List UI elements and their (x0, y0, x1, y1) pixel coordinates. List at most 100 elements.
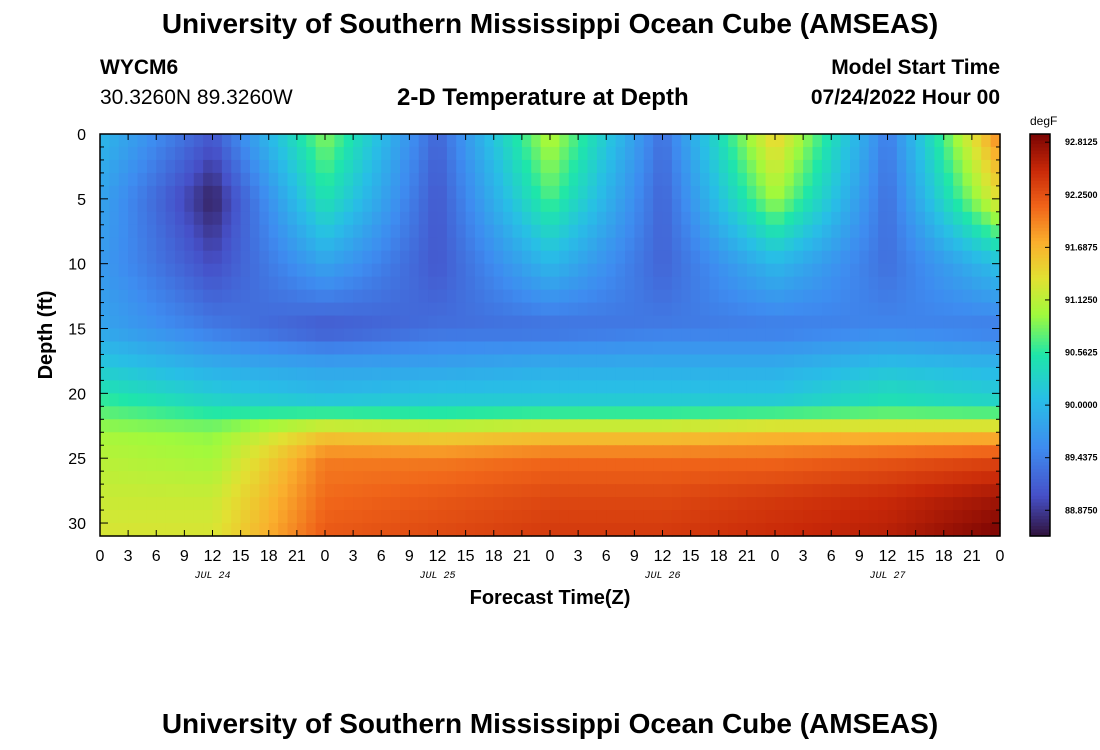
heatmap-cell (934, 393, 945, 407)
heatmap-cell (728, 497, 739, 511)
colorbar-segment (1030, 197, 1050, 202)
heatmap-cell (671, 497, 682, 511)
heatmap-cell (437, 510, 448, 524)
heatmap-cell (596, 406, 607, 420)
colorbar-segment (1030, 529, 1050, 534)
heatmap-cell (390, 315, 401, 330)
heatmap-cell (981, 211, 992, 226)
heatmap-cell (353, 159, 364, 174)
heatmap-cell (381, 458, 392, 472)
heatmap-cell (325, 302, 335, 317)
heatmap-cell (615, 302, 626, 317)
heatmap-cell (259, 315, 270, 330)
heatmap-cell (521, 393, 532, 407)
heatmap-cell (109, 523, 120, 537)
x-tick-label: 6 (377, 548, 386, 565)
heatmap-cell (240, 198, 251, 213)
heatmap-cell (784, 302, 795, 317)
colorbar-segment (1030, 147, 1050, 152)
heatmap-cell (596, 471, 607, 485)
heatmap-cell (868, 134, 879, 148)
heatmap-cell (137, 341, 148, 356)
heatmap-cell (306, 134, 317, 148)
colorbar-segment (1030, 499, 1050, 504)
heatmap-cell (568, 367, 579, 381)
heatmap-cell (531, 146, 542, 161)
heatmap-cell (775, 523, 785, 537)
heatmap-cell (606, 393, 617, 407)
heatmap-cell (587, 146, 598, 161)
heatmap-cell (193, 432, 204, 446)
heatmap-cell (175, 497, 185, 511)
heatmap-cell (690, 393, 701, 407)
heatmap-cell (128, 134, 139, 148)
heatmap-cell (896, 328, 907, 343)
heatmap-cell (428, 458, 439, 472)
heatmap-cell (409, 510, 420, 524)
heatmap-cell (578, 367, 589, 381)
heatmap-cell (278, 432, 289, 446)
heatmap-cell (334, 302, 345, 317)
heatmap-cell (568, 484, 579, 498)
heatmap-cell (165, 172, 176, 187)
heatmap-cell (296, 134, 307, 148)
heatmap-cell (784, 471, 795, 485)
heatmap-cell (953, 172, 964, 187)
heatmap-cell (765, 302, 776, 317)
heatmap-cell (212, 367, 223, 381)
heatmap-cell (428, 302, 439, 317)
heatmap-cell (596, 328, 607, 343)
heatmap-cell (306, 445, 317, 459)
heatmap-cell (700, 159, 710, 174)
heatmap-cell (521, 211, 532, 226)
heatmap-cell (268, 458, 279, 472)
heatmap-cell (278, 250, 289, 265)
heatmap-cell (493, 224, 504, 239)
heatmap-cell (662, 289, 673, 304)
heatmap-cell (156, 289, 167, 304)
heatmap-cell (925, 484, 935, 498)
heatmap-cell (287, 406, 298, 420)
heatmap-cell (306, 523, 317, 537)
heatmap-cell (446, 276, 457, 291)
heatmap-cell (334, 315, 345, 330)
heatmap-cell (756, 289, 767, 304)
heatmap-cell (184, 328, 195, 343)
heatmap-cell (221, 134, 232, 148)
heatmap-cell (540, 393, 551, 407)
heatmap-cell (231, 523, 242, 537)
heatmap-cell (700, 445, 710, 459)
heatmap-cell (568, 445, 579, 459)
heatmap-cell (606, 159, 617, 174)
heatmap-cell (850, 367, 860, 381)
heatmap-cell (878, 445, 889, 459)
heatmap-cell (550, 134, 560, 148)
heatmap-cell (803, 510, 814, 524)
heatmap-cell (512, 367, 523, 381)
heatmap-cell (915, 471, 926, 485)
heatmap-cell (831, 406, 842, 420)
heatmap-cell (146, 523, 157, 537)
heatmap-cell (353, 393, 364, 407)
heatmap-cell (915, 146, 926, 161)
heatmap-cell (559, 250, 570, 265)
heatmap-cell (971, 328, 982, 343)
heatmap-cell (681, 237, 692, 252)
heatmap-cell (437, 276, 448, 291)
heatmap-cell (690, 302, 701, 317)
heatmap-cell (193, 393, 204, 407)
heatmap-cell (859, 497, 870, 511)
day-labels: JUL 24 JUL 25 JUL 26 JUL 27 (194, 571, 905, 582)
heatmap-cell (109, 172, 120, 187)
heatmap-cell (418, 302, 429, 317)
heatmap-cell (578, 341, 589, 356)
heatmap-cell (118, 458, 129, 472)
heatmap-cell (128, 172, 139, 187)
colorbar-segment (1030, 237, 1050, 242)
heatmap-cell (662, 484, 673, 498)
heatmap-cell (418, 484, 429, 498)
heatmap-cell (737, 484, 748, 498)
heatmap-cell (325, 380, 335, 394)
heatmap-cell (896, 432, 907, 446)
heatmap-cell (690, 432, 701, 446)
